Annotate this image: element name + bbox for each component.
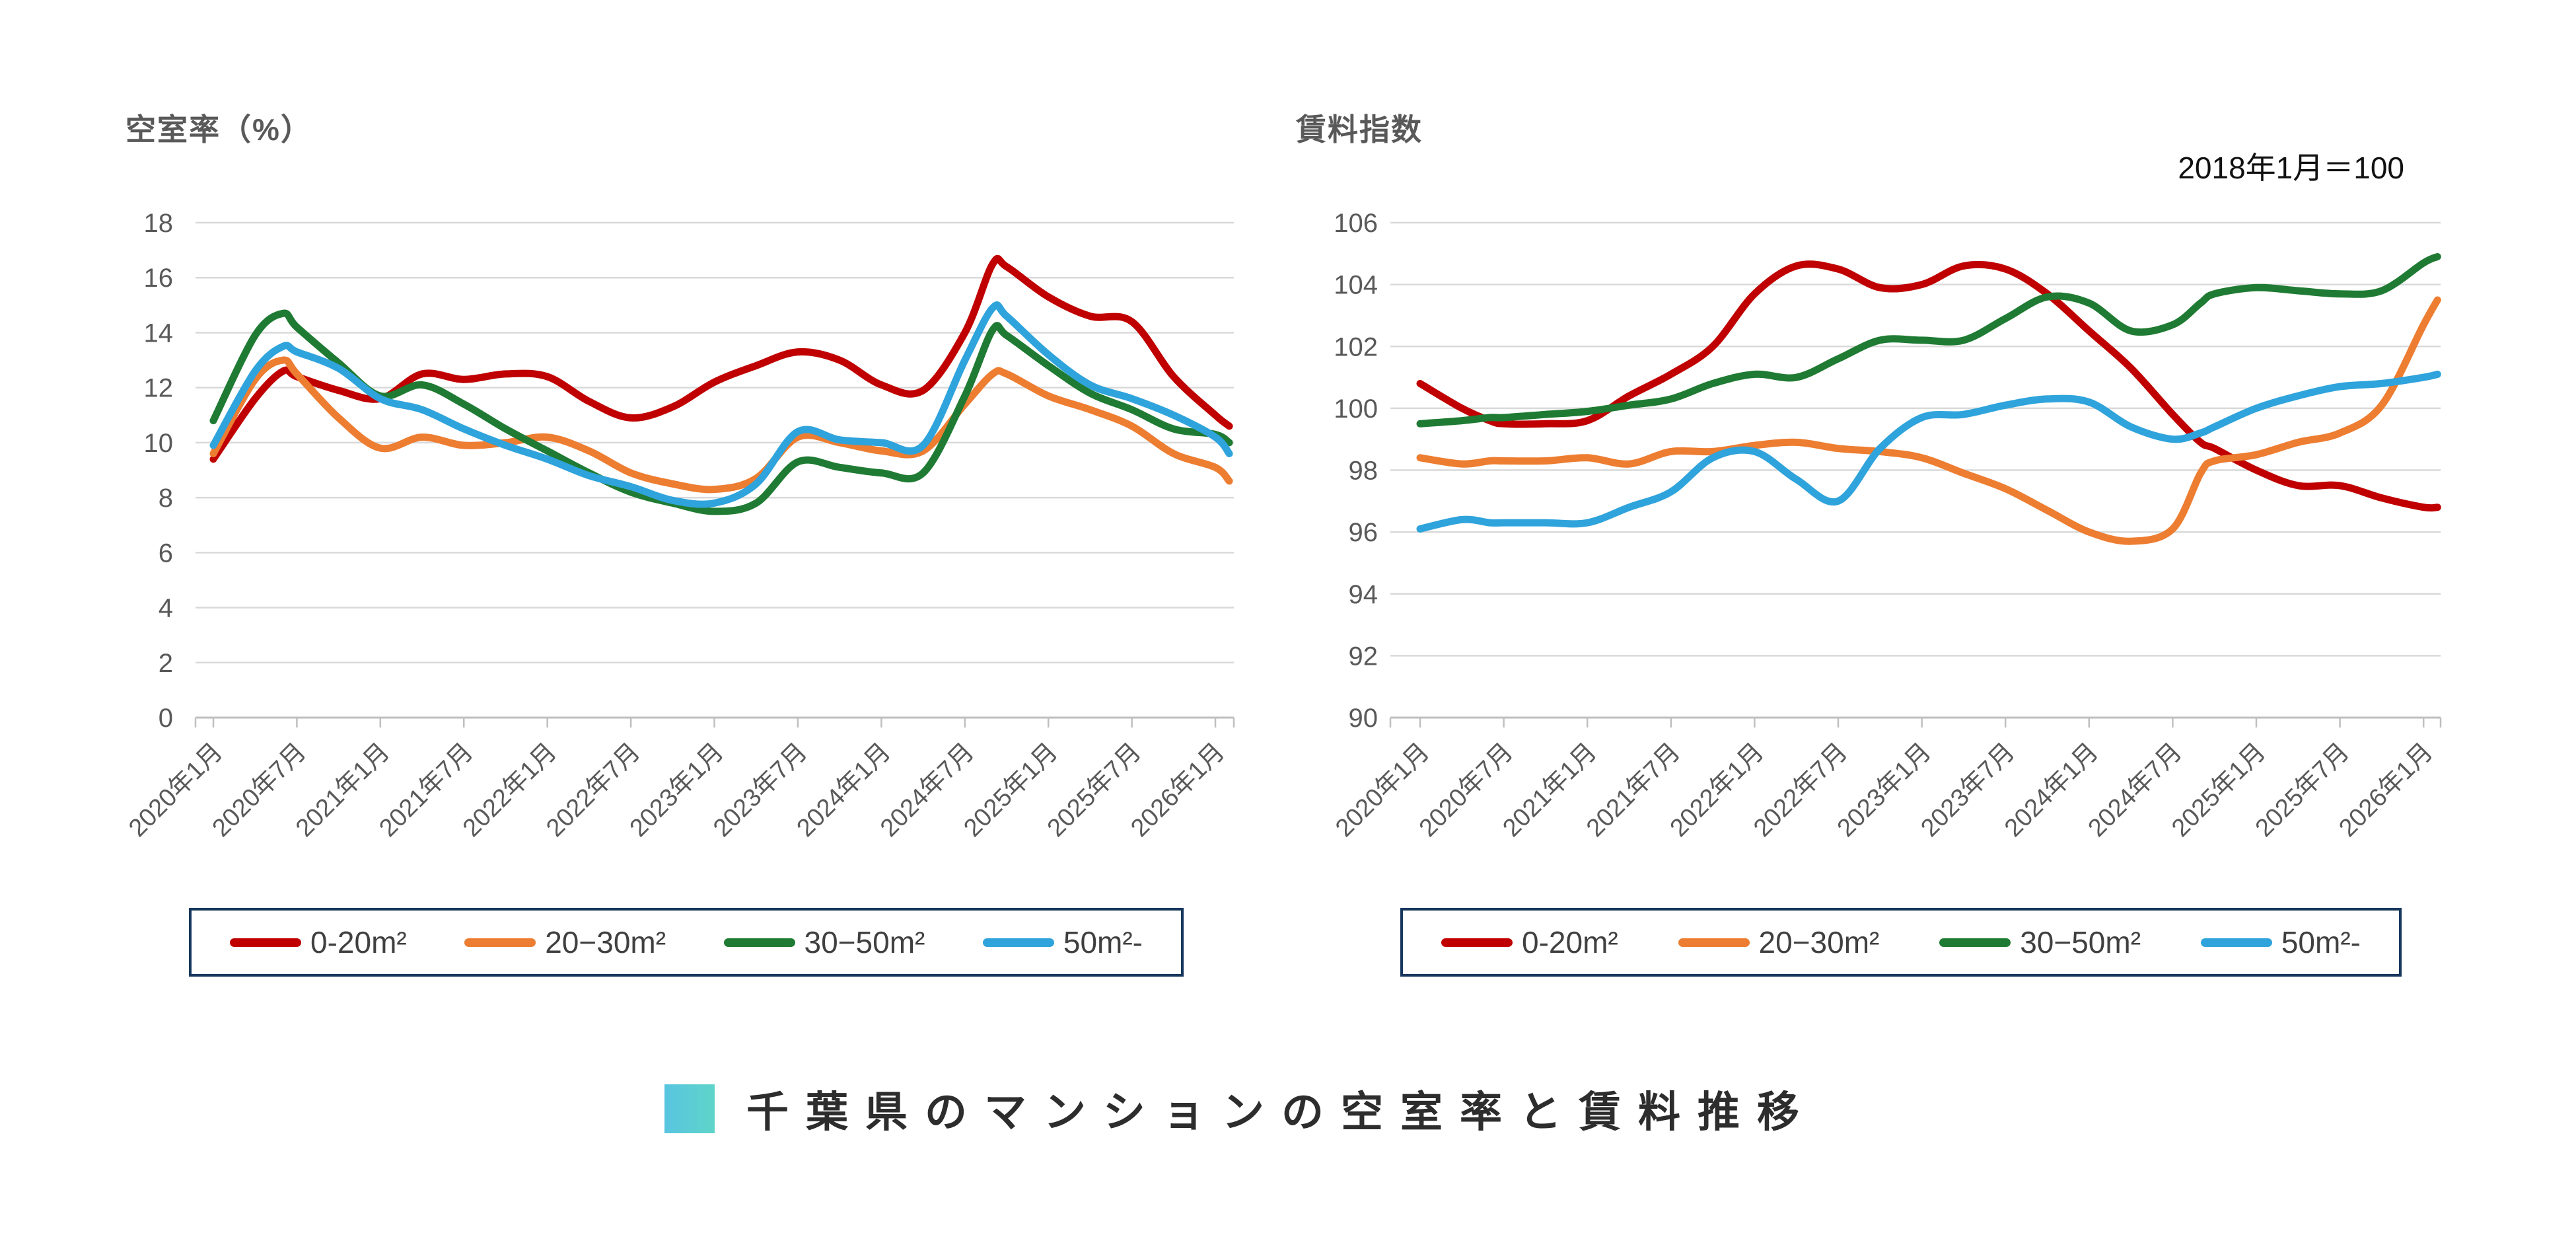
legend-item-50m²-: 50m²- [982, 924, 1143, 960]
y-axis-label: 18 [144, 209, 174, 238]
legend-item-30−50m²: 30−50m² [723, 924, 925, 960]
legend-swatch [2200, 938, 2272, 947]
y-axis-label: 106 [1334, 209, 1378, 238]
series-line-20−30m² [209, 356, 1233, 494]
legend-swatch [464, 938, 536, 947]
caption-text: 千葉県のマンションの空室率と賃料推移 [746, 1088, 1816, 1136]
legend-label: 30−50m² [2020, 925, 2141, 959]
y-axis-label: 16 [144, 264, 174, 293]
series-line-30−50m² [209, 309, 1233, 515]
legend-label: 50m²- [1063, 925, 1143, 959]
y-axis-label: 0 [159, 704, 173, 733]
y-axis-label: 6 [159, 539, 173, 568]
y-axis-label: 96 [1349, 518, 1378, 547]
right-chart-legend: 0-20m² 20−30m² 30−50m² 50m²- [1400, 908, 2402, 977]
y-axis-label: 100 [1334, 394, 1378, 424]
legend-item-0-20m²: 0-20m² [230, 924, 407, 960]
caption-accent-square [664, 1084, 715, 1133]
legend-label: 50m²- [2281, 925, 2361, 959]
y-axis-label: 2 [159, 649, 173, 678]
series-line-50m²- [209, 301, 1233, 508]
left-chart-legend: 0-20m² 20−30m² 30−50m² 50m²- [189, 908, 1184, 977]
y-axis-label: 94 [1349, 580, 1378, 609]
y-axis-label: 104 [1334, 271, 1378, 300]
y-axis-label: 98 [1349, 457, 1378, 486]
series-line-20−30m² [1416, 296, 2441, 545]
right-chart-title: 賃料指数 [1296, 112, 1423, 147]
y-axis-label: 10 [144, 429, 174, 458]
legend-label: 20−30m² [1758, 925, 1880, 959]
series-line-50m²- [1416, 370, 2441, 533]
figure-caption: 千葉県のマンションの空室率と賃料推移 [664, 1078, 1816, 1139]
y-axis-label: 90 [1349, 704, 1378, 733]
series-line-30−50m² [1416, 253, 2441, 428]
legend-item-20−30m²: 20−30m² [464, 924, 666, 960]
legend-item-0-20m²: 0-20m² [1441, 924, 1618, 960]
legend-label: 0-20m² [310, 925, 407, 959]
legend-label: 30−50m² [804, 925, 925, 959]
y-axis-label: 12 [144, 374, 174, 403]
legend-swatch [230, 938, 301, 947]
legend-swatch [982, 938, 1054, 947]
legend-label: 0-20m² [1522, 925, 1618, 959]
y-axis-label: 8 [159, 484, 173, 513]
y-axis-label: 14 [144, 318, 174, 348]
left-chart-title: 空室率（%） [125, 112, 312, 147]
legend-item-20−30m²: 20−30m² [1678, 924, 1880, 960]
legend-swatch [1441, 938, 1513, 947]
series-line-0-20m² [1416, 260, 2441, 512]
legend-swatch [723, 938, 795, 947]
legend-label: 20−30m² [545, 925, 666, 959]
right-chart-subtitle: 2018年1月＝100 [2178, 151, 2404, 185]
y-axis-label: 4 [159, 594, 173, 623]
y-axis-label: 92 [1349, 642, 1378, 671]
legend-swatch [1678, 938, 1750, 947]
legend-swatch [1939, 938, 2011, 947]
series-line-0-20m² [209, 254, 1233, 463]
legend-item-30−50m²: 30−50m² [1939, 924, 2141, 960]
y-axis-label: 102 [1334, 332, 1378, 361]
legend-item-50m²-: 50m²- [2200, 924, 2361, 960]
